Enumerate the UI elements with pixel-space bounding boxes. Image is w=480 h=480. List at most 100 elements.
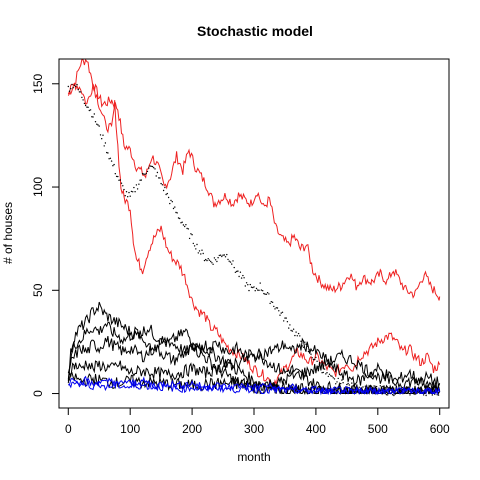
data-point [425, 394, 427, 397]
data-point [70, 88, 72, 90]
data-point [139, 179, 141, 181]
data-point [193, 245, 196, 247]
y-axis-label: # of houses [1, 202, 15, 264]
data-point [271, 301, 274, 303]
data-point [123, 188, 125, 191]
data-point [159, 177, 161, 179]
data-point [191, 234, 193, 236]
data-point [226, 253, 228, 256]
series-layer [67, 59, 441, 397]
data-point [218, 254, 220, 257]
x-tick-label: 200 [182, 422, 202, 436]
data-point [362, 386, 364, 388]
data-point [210, 260, 212, 263]
data-point [224, 256, 227, 258]
data-point [223, 254, 225, 256]
data-point [170, 199, 172, 202]
data-point [206, 259, 208, 262]
x-tick-label: 500 [368, 422, 388, 436]
data-point [310, 353, 312, 355]
x-tick-label: 600 [430, 422, 450, 436]
data-point [144, 173, 146, 175]
data-point [101, 138, 103, 140]
data-point [156, 171, 159, 174]
data-point [208, 259, 211, 261]
data-point [174, 206, 176, 208]
series-line-0 [67, 59, 441, 301]
x-tick-label: 0 [65, 422, 72, 436]
data-point [200, 253, 202, 255]
data-point [195, 248, 197, 250]
data-point [136, 188, 139, 190]
data-point [335, 383, 337, 385]
data-point [342, 382, 344, 384]
data-point [149, 165, 151, 167]
data-point [258, 289, 260, 291]
data-point [259, 282, 261, 284]
data-point [177, 217, 180, 219]
data-point [351, 382, 353, 384]
data-point [273, 305, 275, 308]
data-point [201, 249, 203, 251]
data-point [289, 324, 291, 326]
data-point [331, 375, 333, 377]
data-point [110, 160, 113, 162]
data-point [240, 277, 243, 279]
data-point [330, 375, 332, 377]
data-point [119, 179, 122, 181]
data-point [196, 243, 198, 246]
data-point [392, 394, 394, 396]
data-point [222, 254, 224, 256]
data-point [264, 293, 266, 295]
data-point [244, 285, 246, 287]
data-point [190, 233, 192, 235]
data-point [112, 165, 114, 167]
data-point [284, 317, 286, 319]
data-point [321, 372, 323, 374]
data-point [266, 292, 269, 294]
data-point [283, 320, 285, 322]
data-point [238, 275, 240, 278]
data-point [302, 346, 305, 348]
data-point [114, 173, 117, 175]
data-point [122, 185, 124, 187]
data-point [89, 109, 92, 111]
data-point [221, 255, 223, 258]
data-point [113, 163, 115, 166]
data-point [87, 106, 89, 109]
data-point [184, 225, 186, 228]
data-point [332, 377, 334, 379]
data-point [127, 196, 129, 198]
data-point [207, 258, 209, 260]
data-point [233, 266, 235, 269]
data-point [385, 394, 388, 396]
data-point [285, 317, 287, 319]
data-point [288, 327, 290, 329]
data-point [248, 289, 250, 292]
data-point [155, 175, 157, 177]
data-point [169, 202, 171, 205]
data-point [81, 96, 83, 99]
data-point [154, 168, 156, 170]
data-point [346, 383, 348, 386]
data-point [166, 192, 168, 195]
data-point [300, 340, 302, 342]
data-point [243, 277, 245, 279]
data-point [145, 172, 147, 175]
data-point [92, 116, 94, 118]
data-point [312, 358, 315, 361]
data-point [247, 284, 249, 286]
data-point [340, 382, 342, 385]
data-point [297, 332, 300, 335]
data-point [211, 262, 213, 264]
data-point [86, 106, 88, 108]
data-point [117, 175, 119, 178]
data-point [94, 121, 97, 123]
data-point [129, 195, 131, 197]
data-point [268, 293, 270, 295]
data-point [108, 158, 110, 160]
data-point [132, 191, 134, 193]
data-point [212, 263, 214, 265]
data-point [304, 341, 306, 343]
data-point [237, 270, 239, 272]
